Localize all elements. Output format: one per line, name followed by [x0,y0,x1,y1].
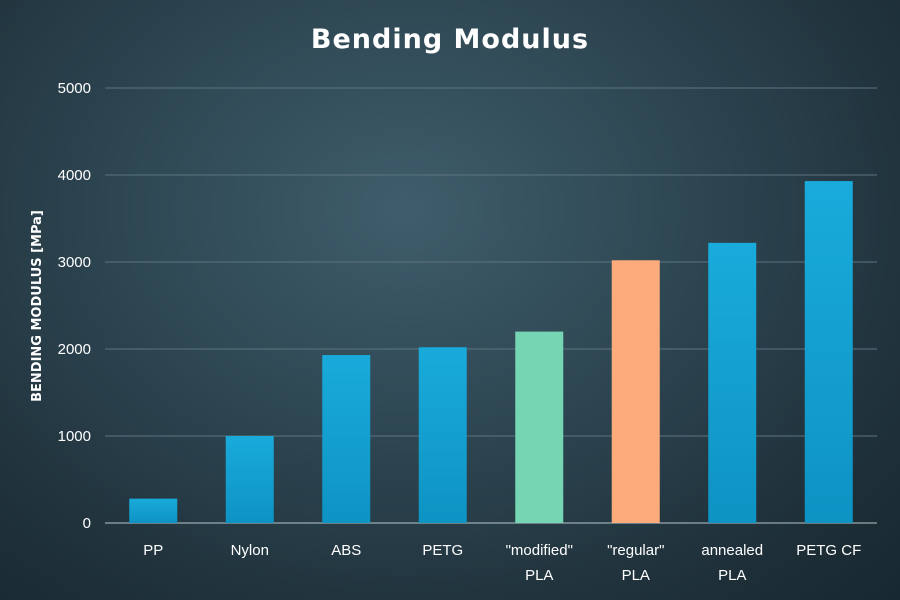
x-tick-label: PP [143,542,163,559]
y-tick-labels: 0 1000 2000 3000 4000 5000 [58,80,91,532]
bar [611,260,660,523]
x-tick-label: "regular" PLA [607,542,664,584]
y-tick-label: 0 [83,515,91,532]
bar [515,331,564,523]
bar [804,181,853,523]
bar [708,242,757,524]
y-tick-label: 4000 [58,167,91,184]
x-tick-label: ABS [331,542,361,559]
bar [225,436,274,523]
gridlines [105,87,877,524]
x-tick-label: annealed PLA [701,542,763,584]
y-tick-label: 1000 [58,428,91,445]
bar [129,498,178,523]
y-tick-label: 2000 [58,341,91,358]
x-tick-labels: PP Nylon ABS PETG "modified" PLA "regular" PLA a… [143,542,861,584]
x-tick-label: "modified" PLA [506,542,573,584]
bars [129,181,853,524]
x-tick-label: PETG CF [796,542,861,559]
y-axis-label: BENDING MODULUS [MPa] [30,210,45,402]
bar [418,347,467,523]
x-tick-label: Nylon [231,542,269,559]
x-tick-label: PETG [422,542,463,559]
bar [322,355,371,523]
chart-title: Bending Modulus [311,24,589,55]
y-tick-label: 5000 [58,80,91,97]
y-tick-label: 3000 [58,254,91,271]
